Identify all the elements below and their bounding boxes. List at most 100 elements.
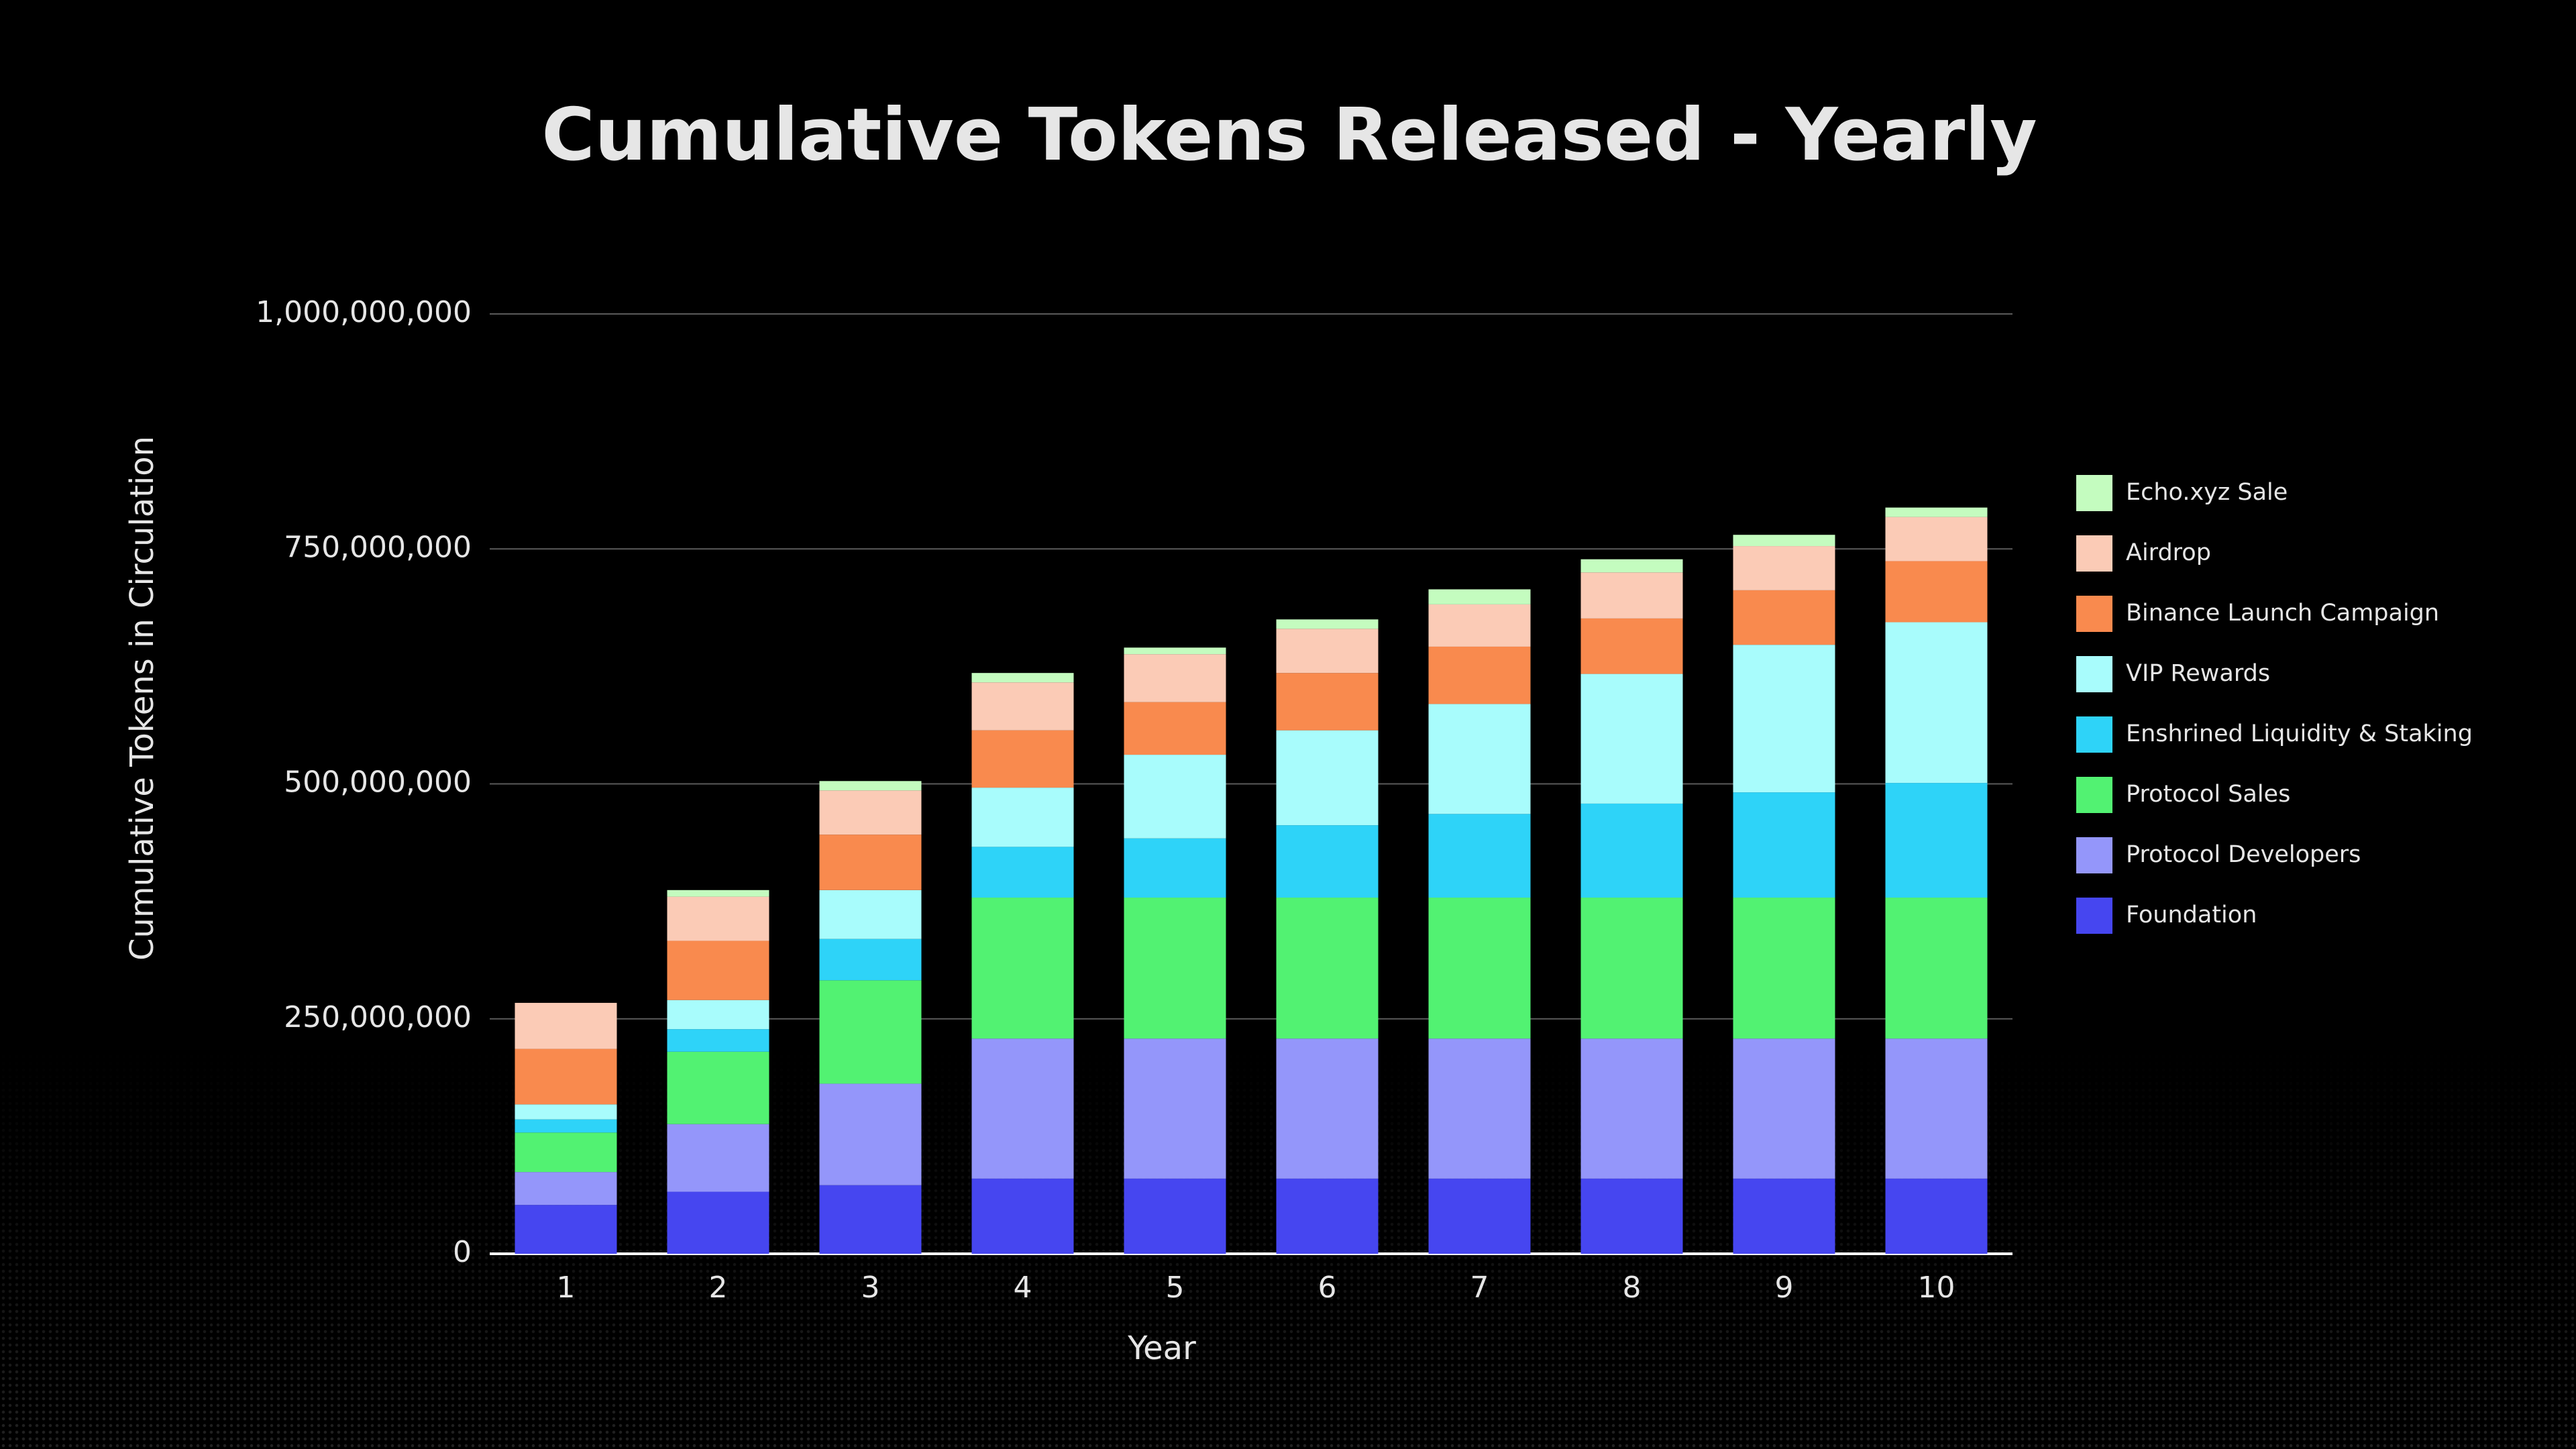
- bar-segment: [1580, 803, 1683, 898]
- legend-label: VIP Rewards: [2126, 660, 2270, 687]
- legend-swatch: [2076, 837, 2112, 873]
- bar-segment: [1580, 572, 1683, 619]
- bar-segment: [819, 790, 922, 835]
- bar-segment: [1124, 838, 1226, 898]
- legend-swatch: [2076, 475, 2112, 511]
- bar-segment: [819, 781, 922, 791]
- legend-swatch: [2076, 596, 2112, 632]
- legend-label: Airdrop: [2126, 539, 2211, 566]
- legend-label: Protocol Sales: [2126, 781, 2290, 808]
- bar-segment: [515, 1104, 617, 1120]
- bar-segment: [1733, 535, 1835, 547]
- bar-segment: [667, 1000, 769, 1030]
- x-tick-label: 8: [1623, 1271, 1642, 1305]
- bar-segment: [1124, 755, 1226, 839]
- bar-segment: [1580, 1038, 1683, 1179]
- bar-segment: [1428, 646, 1531, 704]
- bar-segment: [1428, 1038, 1531, 1179]
- bar-segment: [1733, 590, 1835, 645]
- legend-label: Binance Launch Campaign: [2126, 600, 2439, 627]
- bar-segment: [1124, 898, 1226, 1039]
- bar-segment: [971, 1038, 1074, 1179]
- bar-segment: [1124, 1178, 1226, 1254]
- bar-segment: [971, 898, 1074, 1039]
- x-axis-label: Year: [1127, 1330, 1196, 1367]
- bar-segment: [1276, 673, 1379, 731]
- x-tick-label: 5: [1166, 1271, 1185, 1305]
- bar-segment: [1733, 898, 1835, 1039]
- bar-segment: [1733, 546, 1835, 590]
- bar-segment: [1428, 814, 1531, 898]
- bar-segment: [515, 1172, 617, 1205]
- bar-segment: [1885, 622, 1988, 784]
- bar-segment: [1124, 702, 1226, 755]
- x-tick-label: 9: [1775, 1271, 1794, 1305]
- bar-segment: [1885, 1178, 1988, 1254]
- bar-segment: [1428, 589, 1531, 604]
- x-tick-label: 7: [1470, 1271, 1489, 1305]
- x-tick-label: 10: [1918, 1271, 1955, 1305]
- legend-swatch: [2076, 898, 2112, 934]
- x-tick-label: 1: [557, 1271, 576, 1305]
- bar-segment: [819, 835, 922, 890]
- bar-segment: [667, 890, 769, 897]
- bar-segment: [819, 1185, 922, 1254]
- legend-swatch: [2076, 535, 2112, 572]
- bar-segment: [1276, 629, 1379, 674]
- x-tick-label: 3: [861, 1271, 880, 1305]
- y-tick-label: 750,000,000: [284, 530, 472, 564]
- bar-segment: [1276, 1038, 1379, 1179]
- bar-segment: [515, 1002, 617, 1049]
- bar-segment: [1885, 517, 1988, 561]
- y-tick-label: 500,000,000: [284, 765, 472, 800]
- bar-segment: [1885, 1038, 1988, 1179]
- legend-swatch: [2076, 656, 2112, 692]
- bar-segment: [1733, 1038, 1835, 1179]
- bar-segment: [667, 896, 769, 941]
- y-tick-label: 250,000,000: [284, 1000, 472, 1034]
- bar-segment: [667, 941, 769, 1000]
- bar-segment: [515, 1049, 617, 1105]
- x-tick-label: 2: [709, 1271, 728, 1305]
- bar-segment: [1733, 1178, 1835, 1254]
- bar-segment: [1276, 730, 1379, 826]
- bar-segment: [667, 1191, 769, 1254]
- bar-segment: [819, 1083, 922, 1185]
- bar-segment: [971, 1178, 1074, 1254]
- bar-segment: [1580, 559, 1683, 573]
- chart-title: Cumulative Tokens Released - Yearly: [541, 93, 2037, 177]
- bar-segment: [1428, 898, 1531, 1039]
- bar-segment: [1580, 674, 1683, 804]
- bar-segment: [1428, 1178, 1531, 1254]
- legend-label: Protocol Developers: [2126, 841, 2361, 868]
- bar-segment: [1276, 619, 1379, 629]
- bar-segment: [1276, 825, 1379, 898]
- bar-segment: [1276, 898, 1379, 1039]
- x-tick-label: 4: [1014, 1271, 1032, 1305]
- bar-segment: [819, 938, 922, 981]
- bar-segment: [515, 1205, 617, 1254]
- bar-segment: [819, 980, 922, 1084]
- bar-segment: [1428, 704, 1531, 814]
- bar-segment: [1580, 618, 1683, 674]
- bar-segment: [1428, 604, 1531, 647]
- bar-segment: [971, 788, 1074, 847]
- bar-segment: [971, 730, 1074, 788]
- bar-segment: [515, 1132, 617, 1173]
- bar-segment: [667, 1051, 769, 1124]
- legend-swatch: [2076, 716, 2112, 753]
- bar-segment: [819, 890, 922, 939]
- bar-segment: [1885, 561, 1988, 623]
- legend-label: Enshrined Liquidity & Staking: [2126, 720, 2473, 747]
- y-tick-label: 1,000,000,000: [256, 295, 472, 329]
- bar-segment: [1124, 654, 1226, 702]
- bar-segment: [1276, 1178, 1379, 1254]
- bar-segment: [667, 1029, 769, 1052]
- bar-segment: [1885, 783, 1988, 898]
- bar-segment: [971, 682, 1074, 731]
- bar-segment: [515, 1119, 617, 1133]
- bar-segment: [1733, 792, 1835, 898]
- bar-segment: [1733, 645, 1835, 793]
